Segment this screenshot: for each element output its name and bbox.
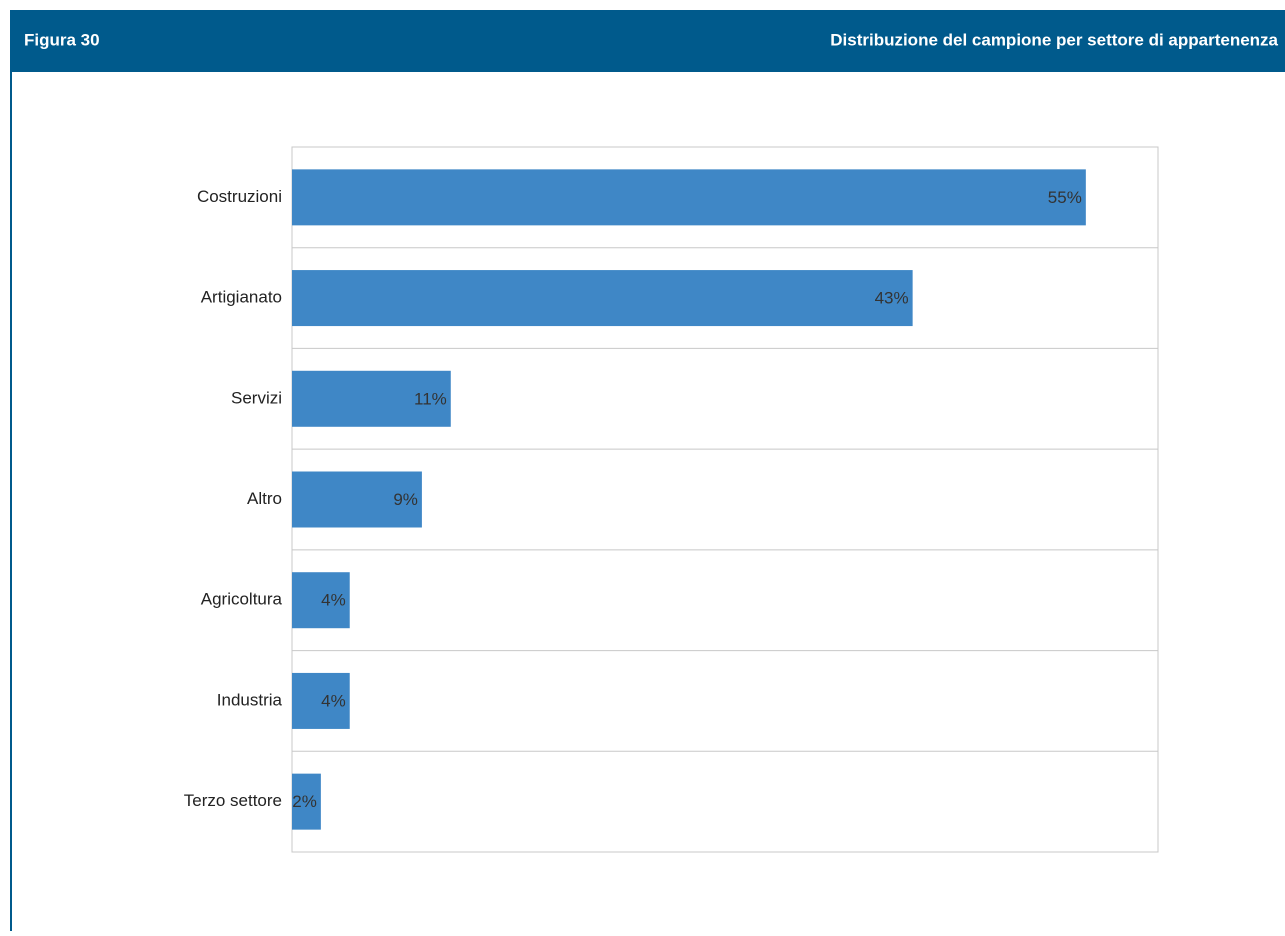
y-tick-label: Costruzioni xyxy=(197,187,282,206)
header-bar xyxy=(10,10,1285,72)
y-tick-label: Altro xyxy=(247,489,282,508)
bar xyxy=(292,471,422,528)
chart-title: Distribuzione del campione per settore d… xyxy=(830,30,1278,49)
bar xyxy=(292,773,321,830)
data-label: 43% xyxy=(875,289,909,308)
figure-label: Figura 30 xyxy=(24,30,100,49)
bar xyxy=(292,370,451,427)
data-label: 4% xyxy=(321,691,346,710)
data-label: 2% xyxy=(292,792,317,811)
data-label: 9% xyxy=(393,490,418,509)
y-tick-label: Servizi xyxy=(231,388,282,407)
bar xyxy=(292,672,350,729)
data-label: 11% xyxy=(414,389,447,408)
bar xyxy=(292,572,350,629)
bar xyxy=(292,270,913,327)
data-label: 4% xyxy=(321,591,346,610)
y-tick-label: Artigianato xyxy=(201,288,282,307)
bar xyxy=(292,169,1086,226)
y-tick-label: Agricoltura xyxy=(201,590,283,609)
data-label: 55% xyxy=(1048,188,1082,207)
y-tick-label: Terzo settore xyxy=(184,791,282,810)
y-tick-label: Industria xyxy=(217,690,283,709)
